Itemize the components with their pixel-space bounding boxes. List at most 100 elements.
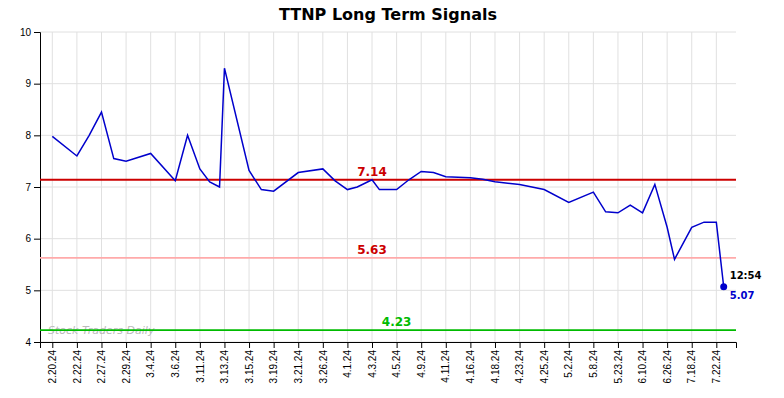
x-tick: 5.2.24 — [563, 342, 574, 378]
grid-line-y — [40, 187, 736, 188]
x-tick-label: 4.11.24 — [440, 350, 451, 383]
y-tick-mark — [34, 290, 40, 291]
y-tick: 7 — [25, 182, 40, 193]
y-tick-label: 6 — [25, 233, 31, 244]
grid-line-x — [421, 32, 422, 342]
x-tick: 7.22.24 — [711, 342, 722, 383]
y-tick-label: 8 — [25, 130, 31, 141]
y-tick: 4 — [25, 337, 40, 348]
x-tick-label: 2.27.24 — [96, 350, 107, 384]
x-tick: 6.10.24 — [637, 342, 648, 383]
grid-line-x — [347, 32, 348, 342]
reference-label: 4.23 — [382, 315, 412, 329]
x-tick: 5.23.24 — [613, 342, 624, 383]
x-tick: 2.27.24 — [96, 342, 107, 383]
y-tick: 6 — [25, 233, 40, 244]
reference-line — [40, 257, 736, 259]
reference-line — [40, 179, 736, 181]
x-axis: 2.20.24 2.22.24 2.27.24 2.29.24 3.4.24 3.6.24… — [41, 342, 737, 383]
x-tick: 2.29.24 — [121, 342, 132, 383]
y-tick-mark — [34, 135, 40, 136]
x-tick: 4.11.24 — [440, 342, 451, 383]
x-tick-label: 2.29.24 — [121, 350, 132, 384]
grid-line-x — [249, 32, 250, 342]
x-tick-mark — [372, 342, 373, 348]
x-tick-label: 3.13.24 — [219, 350, 230, 384]
x-tick-label: 3.4.24 — [145, 350, 156, 378]
y-tick: 9 — [25, 78, 40, 89]
y-tick-label: 7 — [25, 182, 31, 193]
x-axis-line — [41, 343, 737, 349]
x-tick-mark — [520, 342, 521, 348]
x-tick-mark — [175, 342, 176, 348]
chart-container: Stock Traders Daily2.20.242.22.242.27.24… — [0, 0, 784, 398]
y-tick-label: 10 — [20, 27, 32, 38]
x-tick-label: 4.3.24 — [367, 350, 378, 378]
y-tick-mark — [34, 32, 40, 33]
x-tick-mark — [397, 342, 398, 348]
x-tick: 4.1.24 — [342, 342, 353, 378]
x-tick: 4.25.24 — [539, 342, 550, 383]
y-tick: 8 — [25, 130, 40, 141]
x-tick-label: 5.8.24 — [588, 350, 599, 378]
grid-line-x — [617, 32, 618, 342]
x-tick-mark — [224, 342, 225, 348]
x-tick: 7.18.24 — [686, 342, 697, 383]
y-tick: 5 — [25, 285, 40, 296]
chart-svg: Stock Traders Daily2.20.242.22.242.27.24… — [0, 0, 784, 398]
x-tick-mark — [347, 342, 348, 348]
x-tick-mark — [643, 342, 644, 348]
x-tick-label: 3.11.24 — [195, 350, 206, 383]
x-tick-label: 4.23.24 — [514, 350, 525, 384]
grid-line-x — [199, 32, 200, 342]
annotations: 7.145.634.2312:545.07 — [357, 165, 761, 329]
grid-line-x — [175, 32, 176, 342]
grid-line-x — [273, 32, 274, 342]
x-tick: 4.5.24 — [391, 342, 402, 378]
grid-line-x — [494, 32, 495, 342]
last-point-value: 5.07 — [730, 290, 755, 301]
x-tick-mark — [618, 342, 619, 348]
grid-line-y — [40, 238, 736, 239]
x-tick-mark — [446, 342, 447, 348]
x-tick-label: 6.10.24 — [637, 350, 648, 384]
x-tick-mark — [692, 342, 693, 348]
x-tick-label: 5.2.24 — [563, 350, 574, 378]
x-tick: 4.23.24 — [514, 342, 525, 383]
x-tick: 3.11.24 — [195, 342, 206, 383]
x-tick: 6.26.24 — [662, 342, 673, 383]
x-tick-label: 2.20.24 — [47, 350, 58, 384]
grid-line-x — [544, 32, 545, 342]
grid-line-x — [126, 32, 127, 342]
x-tick-mark — [569, 342, 570, 348]
grid-line-y — [40, 135, 736, 136]
grid-line-x — [642, 32, 643, 342]
y-axis-line — [34, 33, 41, 343]
grid-line-x — [716, 32, 717, 342]
grid-line-x — [396, 32, 397, 342]
x-tick: 2.22.24 — [72, 342, 83, 383]
x-tick-label: 4.25.24 — [539, 350, 550, 384]
last-point — [720, 283, 727, 290]
x-tick-mark — [593, 342, 594, 348]
grid-line-x — [667, 32, 668, 342]
x-tick-label: 7.18.24 — [686, 350, 697, 384]
x-tick: 3.21.24 — [293, 342, 304, 383]
x-tick-label: 6.26.24 — [662, 350, 673, 384]
x-tick-mark — [421, 342, 422, 348]
y-tick-mark — [34, 187, 40, 188]
x-tick-label: 4.18.24 — [490, 350, 501, 384]
x-tick-mark — [151, 342, 152, 348]
x-tick-mark — [249, 342, 250, 348]
grid-line-x — [101, 32, 102, 342]
reference-label: 7.14 — [357, 165, 387, 179]
x-tick-label: 3.19.24 — [268, 350, 279, 384]
x-tick-label: 4.5.24 — [391, 350, 402, 378]
plot-area: Stock Traders Daily2.20.242.22.242.27.24… — [20, 27, 762, 384]
x-tick: 3.6.24 — [170, 342, 181, 378]
x-tick: 4.16.24 — [465, 342, 476, 383]
grid-line-y — [40, 290, 736, 291]
y-axis: 4 5 6 7 8 9 10 — [20, 27, 41, 348]
x-tick-mark — [470, 342, 471, 348]
x-tick-mark — [298, 342, 299, 348]
